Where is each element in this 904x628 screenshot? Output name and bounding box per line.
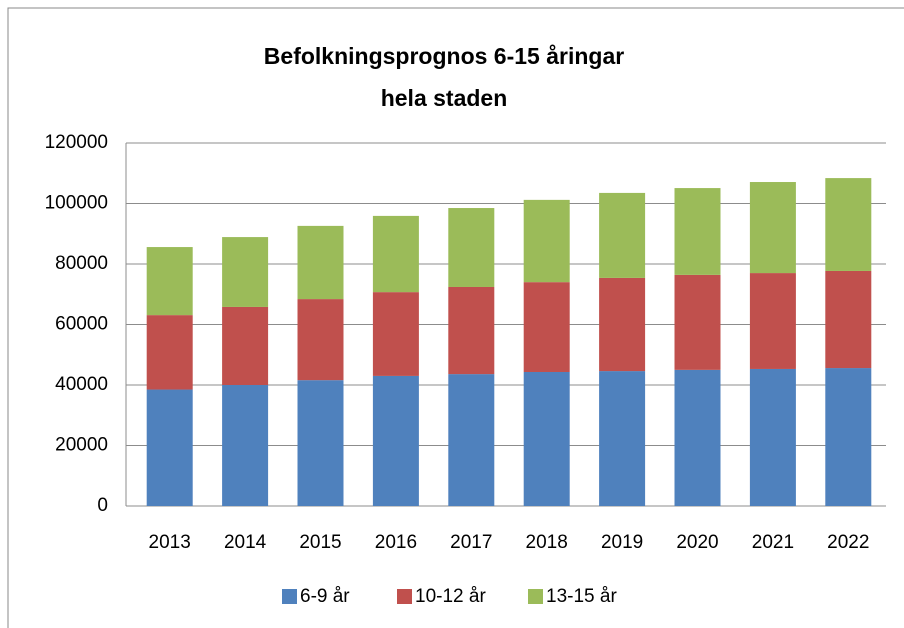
bar-segment	[146, 315, 193, 390]
legend-swatch	[397, 589, 412, 604]
x-tick-label: 2018	[526, 532, 568, 553]
bar-segment	[297, 225, 344, 300]
x-tick-label: 2015	[299, 532, 341, 553]
bar-segment	[372, 292, 419, 376]
legend-label: 13-15 år	[546, 586, 617, 607]
bar-segment	[674, 188, 721, 275]
bar-segment	[523, 199, 570, 283]
bar-segment	[599, 371, 646, 506]
bar-segment	[222, 306, 269, 385]
bar-segment	[749, 182, 796, 274]
bar-segment	[749, 273, 796, 369]
bar-segment	[372, 215, 419, 293]
bar-segment	[222, 385, 269, 506]
x-tick-label: 2021	[752, 532, 794, 553]
bar-segment	[448, 286, 495, 375]
bar-segment	[674, 369, 721, 506]
legend-swatch	[528, 589, 543, 604]
bar-segment	[448, 208, 495, 287]
bar-segment	[448, 374, 495, 506]
bar-segment	[749, 368, 796, 506]
chart-title: Befolkningsprognos 6-15 åringar	[264, 43, 624, 69]
legend-label: 10-12 år	[415, 586, 486, 607]
bar-segment	[674, 274, 721, 370]
bar-segment	[372, 375, 419, 506]
bar-segment	[297, 380, 344, 506]
bar-segment	[523, 371, 570, 506]
x-tick-label: 2014	[224, 532, 267, 553]
bar-segment	[599, 277, 646, 372]
y-tick-label: 60000	[55, 314, 108, 335]
bar-segment	[146, 389, 193, 506]
bar-segment	[523, 282, 570, 372]
x-tick-label: 2017	[450, 532, 492, 553]
y-tick-label: 0	[97, 495, 108, 516]
bar-segment	[297, 299, 344, 381]
x-tick-label: 2022	[827, 532, 869, 553]
y-tick-label: 100000	[45, 193, 108, 214]
y-tick-label: 120000	[45, 132, 108, 153]
x-tick-label: 2020	[676, 532, 718, 553]
bar-segment	[222, 237, 269, 307]
x-tick-label: 2019	[601, 532, 643, 553]
x-tick-label: 2013	[149, 532, 191, 553]
bar-segment	[825, 178, 872, 271]
bar-segment	[146, 247, 193, 316]
legend-label: 6-9 år	[300, 586, 350, 607]
y-tick-label: 20000	[55, 435, 108, 456]
bar-segment	[825, 270, 872, 369]
legend-swatch	[282, 589, 297, 604]
bar-segment	[599, 192, 646, 278]
chart-subtitle: hela staden	[381, 85, 508, 111]
y-tick-label: 40000	[55, 374, 108, 395]
y-tick-label: 80000	[55, 253, 108, 274]
x-tick-label: 2016	[375, 532, 417, 553]
bar-segment	[825, 368, 872, 506]
